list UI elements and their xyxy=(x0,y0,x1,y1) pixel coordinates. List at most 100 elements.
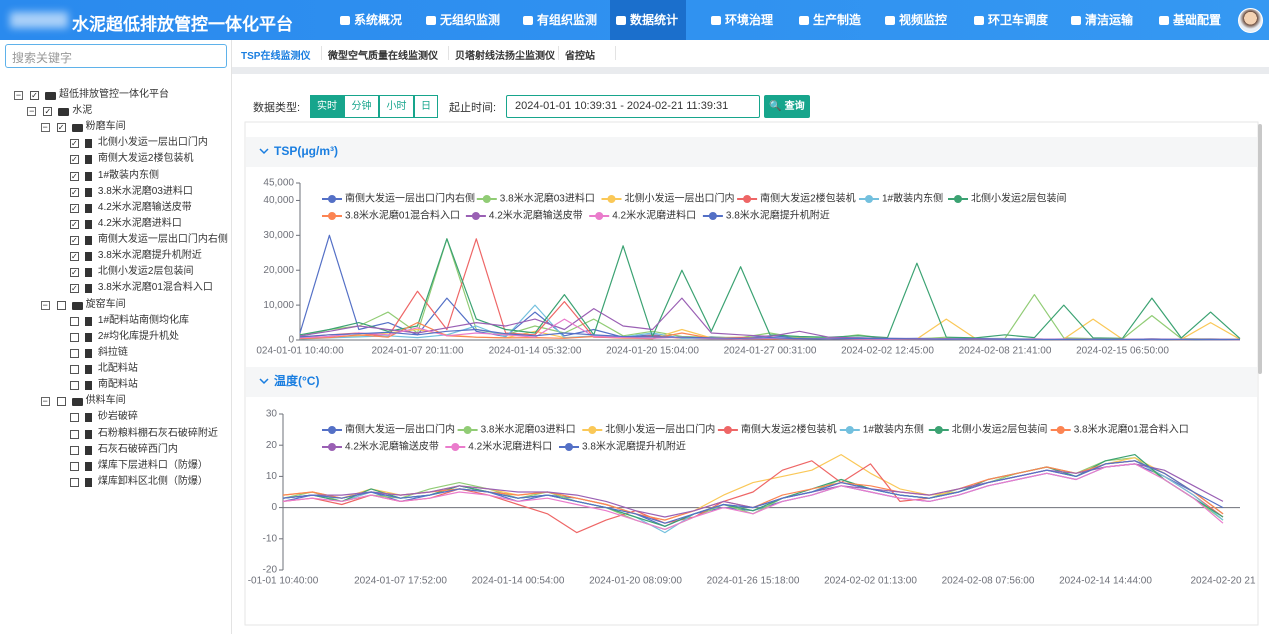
divider xyxy=(232,67,1269,74)
checkbox[interactable]: ✓ xyxy=(69,171,79,181)
nav-item[interactable]: 系统概况 xyxy=(334,0,410,40)
nav-item[interactable]: 数据统计 xyxy=(610,0,687,40)
checkbox[interactable]: ✓ xyxy=(69,219,79,229)
checkbox[interactable] xyxy=(56,300,66,310)
tree-label[interactable]: 南配料站 xyxy=(97,379,138,391)
y-tick-label: 40,000 xyxy=(263,195,294,206)
checkbox[interactable]: ✓ xyxy=(69,252,79,262)
tab[interactable]: TSP在线监测仪 xyxy=(241,51,311,62)
checkbox[interactable] xyxy=(69,381,79,391)
checkbox[interactable] xyxy=(69,461,79,471)
nav-icon xyxy=(1071,16,1081,25)
nav-item[interactable]: 环境治理 xyxy=(705,0,781,40)
type-button[interactable]: 分钟 xyxy=(344,95,379,118)
tree-label[interactable]: 石粉粮料棚石灰石破碎附近 xyxy=(97,427,218,439)
expand-toggle[interactable]: − xyxy=(40,122,50,133)
checkbox[interactable] xyxy=(69,365,79,375)
nav-icon xyxy=(799,16,809,25)
checkbox[interactable]: ✓ xyxy=(69,139,79,149)
y-tick-label: 10 xyxy=(266,471,278,482)
tab[interactable]: 贝塔射线法扬尘监测仪 xyxy=(455,51,555,62)
collapse-chevron xyxy=(259,148,269,155)
checkbox[interactable]: ✓ xyxy=(69,203,79,213)
x-tick-label: 2024-01-20 08:09:00 xyxy=(589,576,682,587)
nav-item[interactable]: 清洁运输 xyxy=(1065,0,1141,40)
type-button[interactable]: 日 xyxy=(414,95,438,118)
tree-label[interactable]: 1#配料站南侧均化库 xyxy=(97,314,190,326)
tree-label[interactable]: 4.2米水泥磨输送皮带 xyxy=(97,201,192,213)
nav-item[interactable]: 生产制造 xyxy=(793,0,869,40)
legend-marker xyxy=(482,195,491,203)
checkbox[interactable] xyxy=(69,316,79,326)
expand-toggle[interactable]: − xyxy=(14,90,23,100)
checkbox[interactable]: ✓ xyxy=(56,123,66,133)
file-icon xyxy=(84,316,92,326)
checkbox[interactable] xyxy=(69,413,79,423)
checkbox[interactable]: ✓ xyxy=(43,107,53,117)
tree-label[interactable]: 南侧大发运一层出口门内右侧 xyxy=(97,234,228,246)
search-input[interactable]: 搜索关键字 xyxy=(5,44,227,68)
legend-label: 北侧小发运2层包装间 xyxy=(971,192,1067,205)
legend-label: 4.2米水泥磨输送皮带 xyxy=(345,440,439,453)
expand-toggle[interactable]: − xyxy=(40,396,50,407)
tree-label[interactable]: 3.8米水泥磨03进料口 xyxy=(97,185,193,197)
expand-toggle[interactable]: − xyxy=(40,299,50,310)
tree-label[interactable]: 北侧小发运2层包装间 xyxy=(97,266,194,278)
tab[interactable]: 省控站 xyxy=(565,51,595,62)
nav-item[interactable]: 有组织监测 xyxy=(517,0,605,40)
checkbox[interactable]: ✓ xyxy=(69,187,79,197)
checkbox[interactable] xyxy=(69,429,79,439)
checkbox[interactable] xyxy=(56,397,66,407)
tree-label[interactable]: 砂岩破碎 xyxy=(97,411,138,423)
checkbox[interactable] xyxy=(69,477,79,487)
tree-label[interactable]: 南侧大发运2楼包装机 xyxy=(97,153,194,165)
checkbox[interactable]: ✓ xyxy=(30,91,39,100)
checkbox[interactable]: ✓ xyxy=(69,236,79,246)
nav-item[interactable]: 基础配置 xyxy=(1153,0,1229,40)
tree-label[interactable]: 北配料站 xyxy=(97,363,138,375)
checkbox[interactable] xyxy=(69,348,79,358)
checkbox[interactable]: ✓ xyxy=(69,155,79,165)
nav-item[interactable]: 环卫车调度 xyxy=(968,0,1056,40)
checkbox[interactable] xyxy=(69,445,79,455)
checkbox[interactable]: ✓ xyxy=(69,284,79,294)
tree-label[interactable]: 3.8米水泥磨01混合料入口 xyxy=(97,282,213,294)
file-icon xyxy=(84,429,92,439)
tree-label[interactable]: 粉磨车间 xyxy=(85,121,126,133)
tree-label[interactable]: 4.2米水泥磨进料口 xyxy=(97,217,182,229)
tree-label[interactable]: 3.8米水泥磨提升机附近 xyxy=(97,250,202,262)
nav-icon xyxy=(1159,16,1169,25)
date-range-input[interactable]: 2024-01-01 10:39:31 - 2024-02-21 11:39:3… xyxy=(506,95,760,118)
tree-label[interactable]: 煤库下层进料口（防爆） xyxy=(97,459,208,471)
tab-bar: TSP在线监测仪 微型空气质量在线监测仪 贝塔射线法扬尘监测仪 省控站 xyxy=(232,40,1269,67)
tree-label[interactable]: 煤库卸料区北侧（防爆） xyxy=(97,475,208,487)
tree-label[interactable]: 斜拉链 xyxy=(97,346,128,358)
tree-label[interactable]: 2#均化库提升机处 xyxy=(97,330,180,342)
tree-label[interactable]: 超低排放管控一体化平台 xyxy=(59,89,169,100)
tree-label[interactable]: 北侧小发运一层出口门内 xyxy=(97,137,208,149)
tab-separator xyxy=(615,46,616,60)
nav-item[interactable]: 无组织监测 xyxy=(420,0,508,40)
file-icon xyxy=(84,381,92,391)
file-icon xyxy=(84,268,92,278)
nav-item[interactable]: 视频监控 xyxy=(879,0,955,40)
tab[interactable]: 微型空气质量在线监测仪 xyxy=(328,51,438,62)
tree-row: 2#均化库提升机处 xyxy=(0,329,232,345)
checkbox[interactable]: ✓ xyxy=(69,268,79,278)
avatar[interactable] xyxy=(1238,8,1263,33)
sidebar xyxy=(0,40,232,634)
x-tick-label: 2024-02-02 01:13:00 xyxy=(824,576,917,587)
expand-toggle[interactable]: − xyxy=(27,106,37,117)
tree-label[interactable]: 旋窑车间 xyxy=(85,298,126,310)
legend-marker xyxy=(934,426,943,434)
x-tick-label: 2024-01-14 00:54:00 xyxy=(472,576,565,587)
type-button[interactable]: 实时 xyxy=(310,95,344,118)
type-button[interactable]: 小时 xyxy=(379,95,414,118)
tree-label[interactable]: 水泥 xyxy=(72,105,93,117)
file-icon xyxy=(84,139,92,149)
tree-label[interactable]: 石灰石破碎西门内 xyxy=(97,443,178,455)
checkbox[interactable] xyxy=(69,332,79,342)
tree-label[interactable]: 供料车间 xyxy=(85,395,126,407)
tree-label[interactable]: 1#散装内东侧 xyxy=(97,169,160,181)
query-button[interactable]: 🔍 查询 xyxy=(764,95,810,118)
